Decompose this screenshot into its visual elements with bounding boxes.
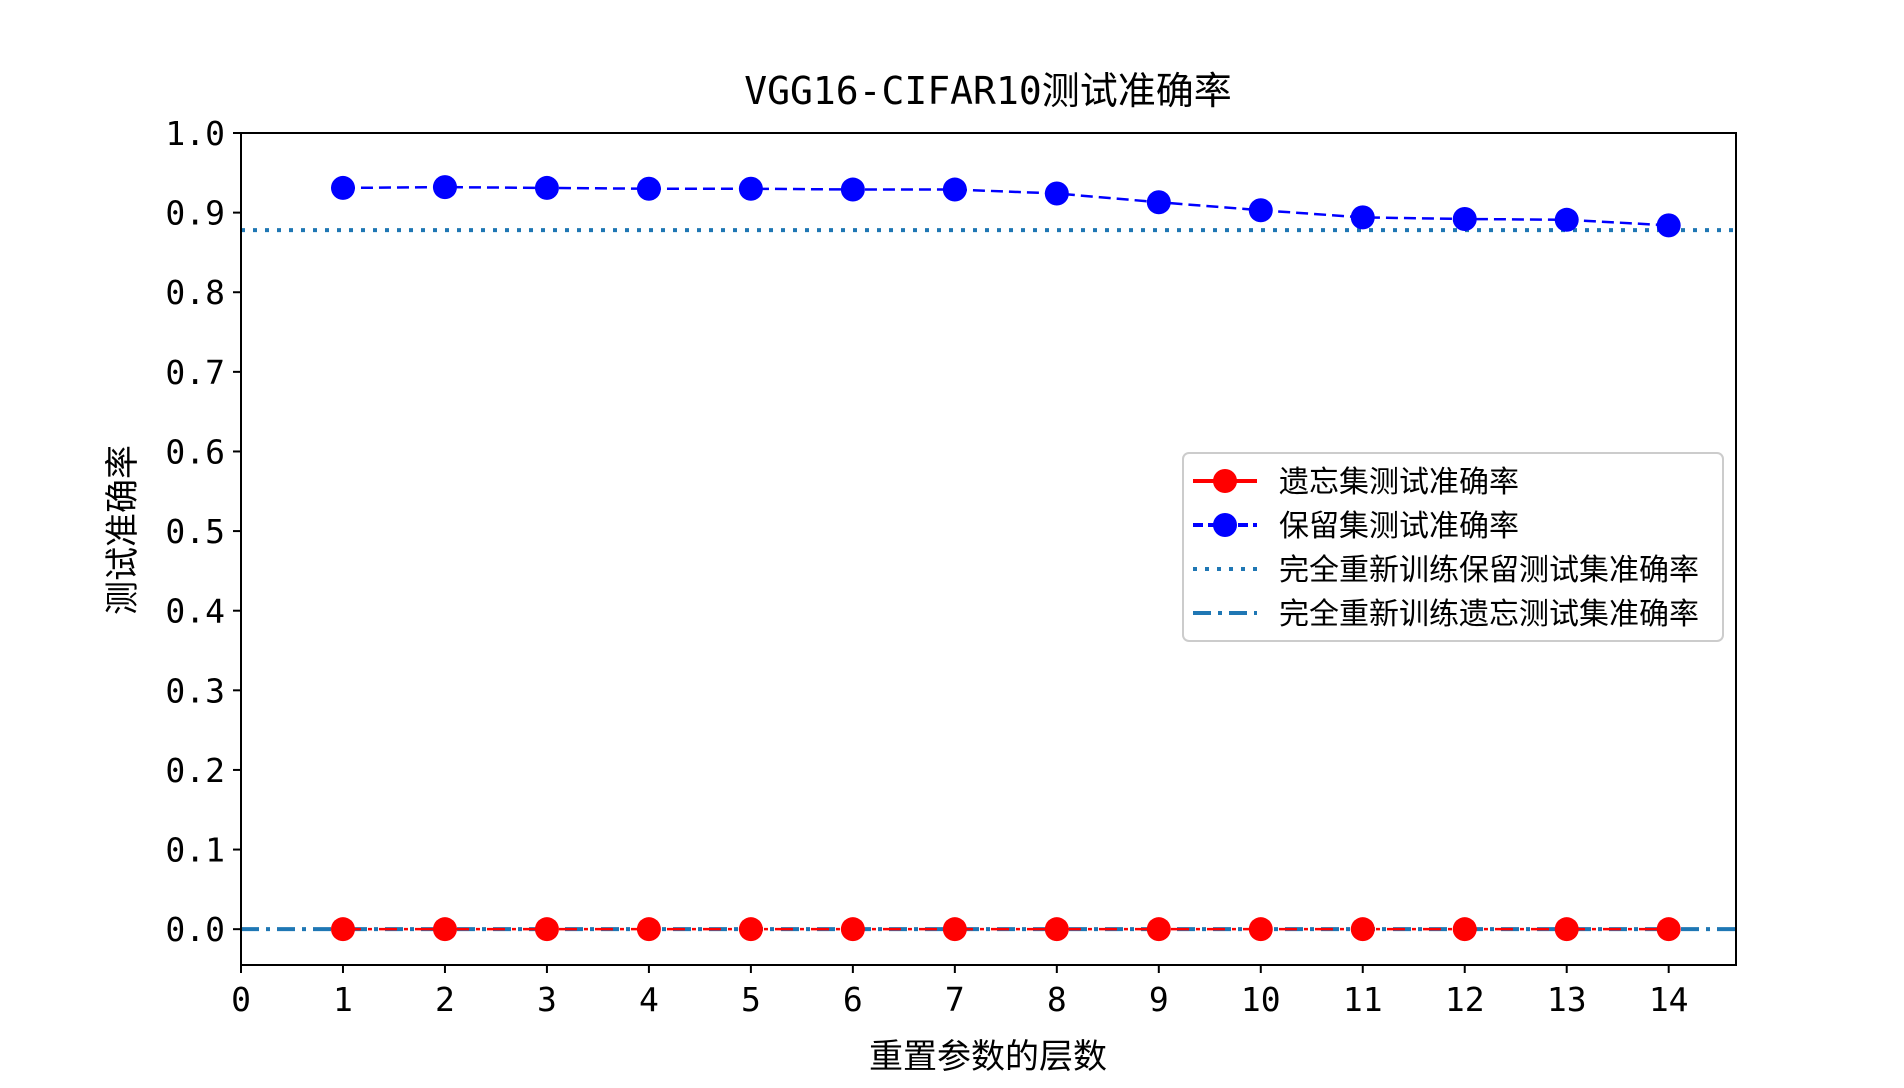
y-tick-label: 0.7 (165, 353, 225, 392)
series-2-point (1452, 206, 1477, 231)
series-2-point (1554, 207, 1579, 232)
x-tick-label: 8 (1047, 980, 1067, 1019)
y-tick-label: 0.0 (165, 910, 225, 949)
series-2-point (432, 175, 457, 200)
x-tick-label: 10 (1241, 980, 1281, 1019)
x-tick-label: 6 (843, 980, 863, 1019)
series-2-point (1656, 213, 1681, 238)
x-tick-label: 3 (537, 980, 557, 1019)
legend-entry-label: 保留集测试准确率 (1279, 509, 1519, 544)
series-1-point (942, 917, 967, 942)
series-1-point (534, 917, 559, 942)
y-tick-label: 0.3 (165, 671, 225, 710)
series-2-point (1146, 190, 1171, 215)
plot-area (241, 175, 1736, 942)
x-tick-label: 11 (1343, 980, 1383, 1019)
series-line-2 (342, 185, 1669, 227)
legend-swatch-marker (1213, 513, 1237, 537)
legend-entry-label: 完全重新训练保留测试集准确率 (1279, 553, 1699, 588)
series-1-point (330, 917, 355, 942)
y-tick-label: 0.4 (165, 592, 225, 631)
series-1-point (1452, 917, 1477, 942)
series-2-point (840, 177, 865, 202)
series-2-point (1044, 181, 1069, 206)
x-tick-label: 14 (1649, 980, 1689, 1019)
legend-entry-label: 完全重新训练遗忘测试集准确率 (1279, 597, 1699, 632)
chart-title: VGG16-CIFAR10测试准确率 (744, 69, 1231, 113)
x-axis: 0 1 2 3 4 5 6 7 8 9 10 11 12 13 14 (231, 965, 1689, 1019)
x-tick-label: 9 (1149, 980, 1169, 1019)
legend-swatch-marker (1213, 469, 1237, 493)
series-2-point (534, 175, 559, 200)
series-1-point (1146, 917, 1171, 942)
series-2-point (1350, 205, 1375, 230)
series-2-point (738, 176, 763, 201)
x-axis-label: 重置参数的层数 (869, 1037, 1107, 1077)
x-tick-label: 2 (435, 980, 455, 1019)
x-tick-label: 1 (333, 980, 353, 1019)
series-1-point (432, 917, 457, 942)
series-1-point (636, 917, 661, 942)
series-2-point (1248, 198, 1273, 223)
legend-frame (1182, 452, 1724, 642)
series-1-point (1248, 917, 1273, 942)
x-tick-label: 5 (741, 980, 761, 1019)
y-tick-label: 0.6 (165, 432, 225, 471)
series-2-point (942, 177, 967, 202)
y-axis: 0.0 0.1 0.2 0.3 0.4 0.5 0.6 0.7 0.8 0.9 1.0 (165, 114, 241, 949)
legend-entry-label: 遗忘集测试准确率 (1279, 465, 1519, 500)
series-1-point (840, 917, 865, 942)
x-tick-label: 4 (639, 980, 659, 1019)
series-1-point (1554, 917, 1579, 942)
plot-frame (240, 132, 1737, 966)
x-tick-label: 7 (945, 980, 965, 1019)
legend: 遗忘集测试准确率保留集测试准确率完全重新训练保留测试集准确率完全重新训练遗忘测试… (1182, 452, 1724, 642)
y-tick-label: 0.1 (165, 831, 225, 870)
series-1-point (1656, 917, 1681, 942)
series-2-point (636, 176, 661, 201)
x-tick-label: 13 (1547, 980, 1587, 1019)
y-axis-label: 测试准确率 (103, 445, 143, 615)
series-1-point (738, 917, 763, 942)
y-tick-label: 0.9 (165, 194, 225, 233)
x-tick-label: 12 (1445, 980, 1485, 1019)
series-1-point (1044, 917, 1069, 942)
series-1-point (1350, 917, 1375, 942)
y-tick-label: 1.0 (165, 114, 225, 153)
series-2-point (330, 175, 355, 200)
x-tick-label: 0 (231, 980, 251, 1019)
y-tick-label: 0.5 (165, 512, 225, 551)
y-tick-label: 0.8 (165, 273, 225, 312)
y-tick-label: 0.2 (165, 751, 225, 790)
